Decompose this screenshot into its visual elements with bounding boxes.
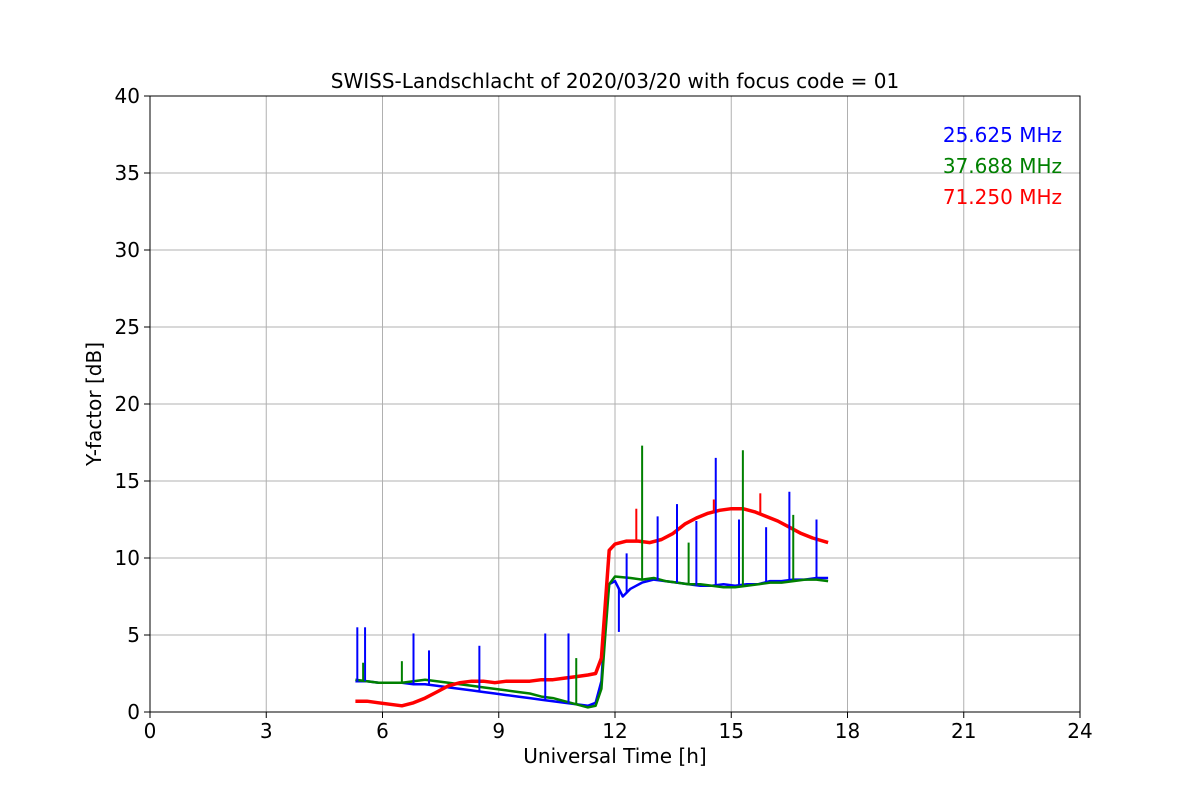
y-tick-label: 25 [115, 315, 140, 339]
x-axis-label: Universal Time [h] [523, 744, 706, 768]
axis-ticks: 0 3 6 9 12 15 18 21 24 0 5 10 15 20 25 30 35 40 [115, 84, 1093, 743]
y-tick-label: 20 [115, 392, 140, 416]
x-tick-label: 15 [719, 719, 744, 743]
y-tick-label: 30 [115, 238, 140, 262]
plot-area [355, 445, 829, 709]
x-tick-label: 3 [260, 719, 273, 743]
y-tick-label: 0 [127, 700, 140, 724]
x-tick-label: 9 [492, 719, 505, 743]
legend-entry-1: 25.625 MHz [943, 123, 1062, 147]
x-tick-label: 18 [835, 719, 860, 743]
legend-entry-2: 37.688 MHz [943, 154, 1062, 178]
legend-entry-3: 71.250 MHz [943, 185, 1062, 209]
y-tick-label: 35 [115, 161, 140, 185]
series-line-3 [355, 506, 829, 708]
y-tick-label: 15 [115, 469, 140, 493]
x-tick-label: 24 [1067, 719, 1092, 743]
x-tick-label: 0 [144, 719, 157, 743]
y-tick-label: 10 [115, 546, 140, 570]
y-tick-label: 40 [115, 84, 140, 108]
series-line-2 [355, 575, 829, 709]
y-axis-label: Y-factor [dB] [82, 342, 106, 467]
chart-title: SWISS-Landschlacht of 2020/03/20 with fo… [331, 69, 899, 93]
x-tick-label: 12 [602, 719, 627, 743]
y-tick-label: 5 [127, 623, 140, 647]
x-tick-label: 6 [376, 719, 389, 743]
x-tick-label: 21 [951, 719, 976, 743]
legend: 25.625 MHz 37.688 MHz 71.250 MHz [943, 123, 1062, 209]
